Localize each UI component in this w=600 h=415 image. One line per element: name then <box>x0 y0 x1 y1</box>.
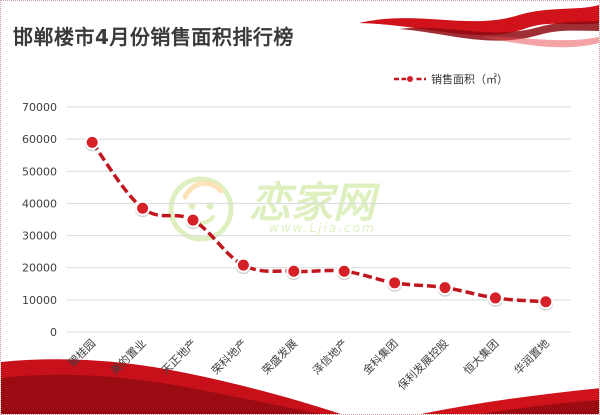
y-tick-label: 40000 <box>22 197 57 210</box>
y-tick-label: 60000 <box>22 133 57 146</box>
watermark: 恋家网 www.Ljia.com <box>159 161 449 251</box>
legend-line-marker <box>394 75 426 83</box>
y-tick-label: 50000 <box>22 165 57 178</box>
series-line <box>90 141 546 304</box>
decorative-ribbon-bottom <box>1 359 599 414</box>
x-tick-label: 碧桂园 <box>65 336 98 369</box>
chart-title: 邯郸楼市4月份销售面积排行榜 <box>13 25 294 49</box>
x-tick-label: 华润置地 <box>511 336 552 377</box>
x-tick-label: 美的置业 <box>108 336 149 377</box>
decorative-ribbon-top <box>359 5 599 48</box>
watermark-logo-text: 恋家网 <box>249 178 376 227</box>
y-tick-label: 20000 <box>22 262 57 275</box>
data-point <box>235 257 251 273</box>
x-tick-label: 保利发展控股 <box>395 336 452 393</box>
grid-lines <box>67 106 571 333</box>
data-point <box>336 263 352 279</box>
y-tick-label: 0 <box>50 326 57 339</box>
y-tick-label: 70000 <box>22 101 57 114</box>
data-point <box>185 212 201 228</box>
x-tick-label: 恒大集团 <box>461 336 502 377</box>
x-tick-label: 金科集团 <box>360 336 401 377</box>
data-point <box>135 200 151 216</box>
legend-series-label: 销售面积（㎡） <box>431 73 508 86</box>
data-point <box>538 294 554 310</box>
data-point <box>437 280 453 296</box>
x-tick-label: 荣科地产 <box>209 336 250 377</box>
data-point <box>487 290 503 306</box>
y-tick-label: 30000 <box>22 230 57 243</box>
x-tick-label: 天正地产 <box>158 336 199 377</box>
data-point <box>387 275 403 291</box>
watermark-url: www.Ljia.com <box>269 221 376 235</box>
y-axis-ticks: 0 10000 20000 30000 40000 50000 60000 70000 <box>22 101 57 339</box>
data-points <box>84 134 554 311</box>
series-line-path <box>90 141 546 304</box>
data-point <box>84 134 100 150</box>
x-tick-label: 泽信地产 <box>309 336 350 377</box>
chart-legend: 销售面积（㎡） <box>393 71 508 87</box>
x-tick-label: 荣盛发展 <box>259 336 300 377</box>
y-tick-label: 10000 <box>22 294 57 307</box>
data-point <box>286 263 302 279</box>
